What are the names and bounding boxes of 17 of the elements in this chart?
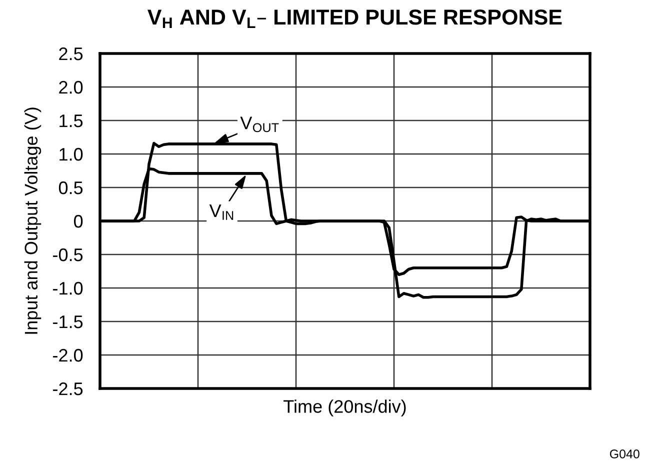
y-tick-label: 1.5: [60, 114, 83, 128]
series-label: V$_{OUT}$: [240, 116, 279, 132]
text: G040: [610, 450, 640, 458]
y-tick-label: 2.5: [59, 47, 83, 60]
y-tick-label: -2.0: [53, 348, 83, 362]
y-tick-label: -2.5: [53, 382, 83, 396]
x-axis-title: Time (20ns/div): [284, 400, 406, 416]
y-tick-label: 1.0: [60, 148, 83, 161]
legend-label: V$_{IN}$: [209, 204, 234, 220]
y-tick-label: -0.5: [53, 248, 83, 262]
y-axis-title: Input and Output Voltage (V): [24, 108, 42, 334]
chart-title: V$_{H}$ AND V$_{L}$– LIMITED PULSE RESPONSE: [148, 10, 562, 28]
y-tick-label: 0: [74, 214, 83, 228]
y-tick-label: 2.0: [59, 80, 83, 94]
y-tick-label: 0.5: [58, 181, 83, 194]
y-tick-label: -1.0: [53, 282, 83, 295]
y-tick-label: -1.5: [53, 316, 83, 328]
